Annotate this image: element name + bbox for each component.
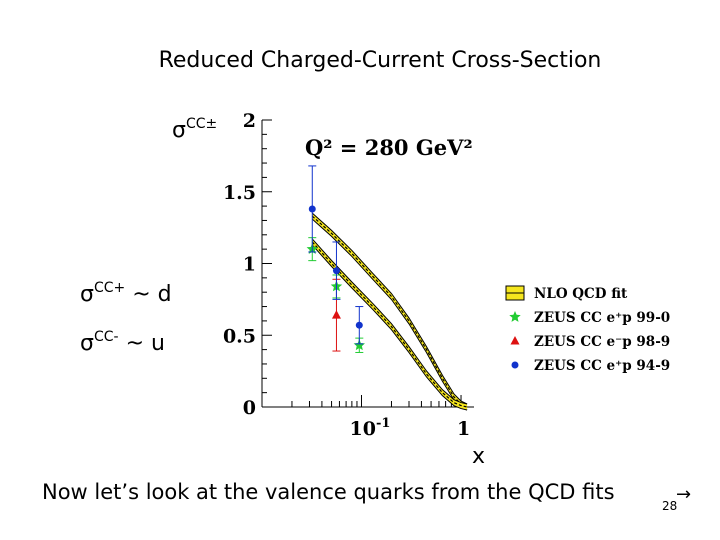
- sigma-cc-plus-sup: CC+: [93, 280, 126, 296]
- legend-label: ZEUS CC e⁻p 98-99: [534, 334, 670, 350]
- sigma-symbol: σ: [80, 331, 94, 356]
- footer-text: Now let’s look at the valence quarks fro…: [42, 480, 615, 504]
- page-number: 28: [662, 499, 678, 513]
- data-point-circle: [308, 205, 316, 213]
- data-point-circle: [332, 267, 340, 275]
- legend-label: ZEUS CC e⁺p 94-97: [534, 358, 670, 374]
- y-tick-label: 0.5: [223, 325, 256, 347]
- sigma-cc-total-label: σCC±: [172, 116, 218, 143]
- sigma-cc-minus-relation: ~ u: [125, 331, 165, 356]
- legend-label: ZEUS CC e⁺p 99-00: [534, 310, 670, 326]
- x-tick-label: 10-1: [350, 416, 391, 440]
- qcd-fit-curve: [311, 241, 468, 408]
- x-axis-symbol: x: [472, 444, 486, 469]
- slide-title: Reduced Charged-Current Cross-Section: [158, 48, 602, 73]
- x-tick-label: 1: [457, 418, 470, 440]
- chart-title: Q² = 280 GeV²: [305, 135, 473, 160]
- legend-label: NLO QCD fit: [534, 286, 628, 302]
- next-arrow-icon[interactable]: →: [676, 484, 692, 505]
- sigma-cc-minus-sup: CC-: [93, 329, 119, 345]
- legend-circle: [511, 361, 519, 369]
- legend-triangle: [510, 336, 520, 345]
- sigma-cc-plus-relation: ~ d: [132, 282, 172, 307]
- qcd-fit-band-lower: [311, 244, 468, 411]
- y-tick-label: 1: [243, 254, 256, 276]
- sigma-cc-minus-label: σCC- ~ u: [80, 329, 165, 356]
- data-point-star: [509, 311, 521, 322]
- sigma-symbol: σ: [172, 118, 186, 143]
- data-point-circle: [355, 321, 363, 329]
- sigma-cc-total-sup: CC±: [185, 116, 218, 132]
- data-point-triangle: [331, 310, 341, 319]
- data-point-star: [353, 339, 365, 351]
- y-tick-label: 1.5: [223, 182, 256, 204]
- qcd-fit-band-upper: [311, 238, 468, 405]
- y-tick-label: 0: [243, 397, 256, 419]
- qcd-fit-curve: [311, 215, 468, 408]
- qcd-fit-band-upper: [311, 212, 468, 405]
- cross-section-chart: 0 0.5 1 1.5 2 10-1 1 Q² = 280 GeV² NLO QCD fit ZE…: [223, 110, 670, 440]
- y-tick-label: 2: [243, 110, 256, 132]
- sigma-symbol: σ: [80, 282, 94, 307]
- sigma-cc-plus-label: σCC+ ~ d: [80, 280, 172, 307]
